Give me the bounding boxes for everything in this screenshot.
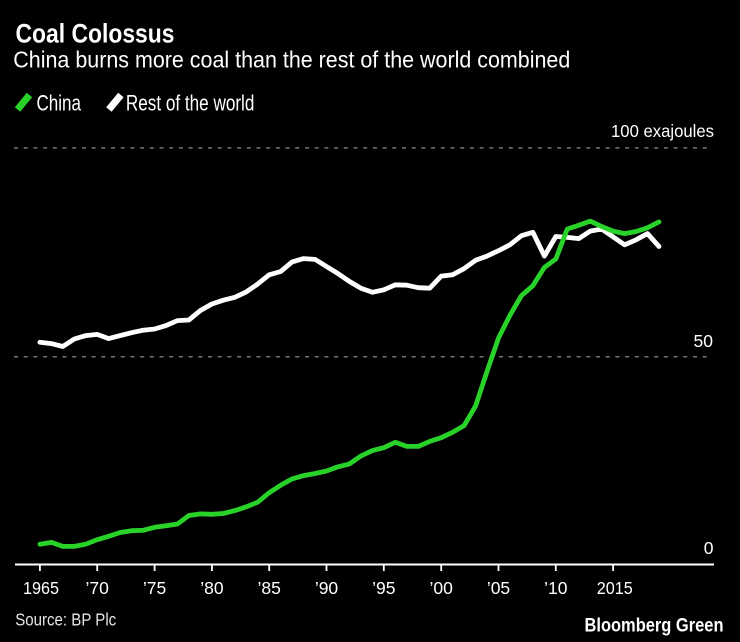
svg-text:’75: ’75 bbox=[143, 578, 166, 598]
svg-text:China burns more coal than the: China burns more coal than the rest of t… bbox=[13, 47, 570, 73]
svg-text:Bloomberg Green: Bloomberg Green bbox=[585, 615, 724, 637]
svg-text:Source: BP Plc: Source: BP Plc bbox=[15, 610, 116, 630]
svg-text:’70: ’70 bbox=[86, 578, 110, 598]
svg-text:Coal Colossus: Coal Colossus bbox=[16, 19, 175, 49]
svg-text:50: 50 bbox=[694, 331, 714, 351]
svg-text:2015: 2015 bbox=[597, 578, 633, 598]
svg-text:’95: ’95 bbox=[372, 578, 395, 598]
svg-text:1965: 1965 bbox=[23, 578, 59, 598]
svg-text:Rest of the world: Rest of the world bbox=[126, 90, 255, 115]
svg-text:China: China bbox=[37, 90, 82, 115]
svg-text:’05: ’05 bbox=[487, 578, 510, 598]
svg-text:’00: ’00 bbox=[430, 578, 454, 598]
svg-text:0: 0 bbox=[704, 538, 714, 558]
svg-text:100 exajoules: 100 exajoules bbox=[611, 121, 714, 141]
svg-text:’90: ’90 bbox=[315, 578, 339, 598]
svg-text:’80: ’80 bbox=[200, 578, 224, 598]
svg-text:’10: ’10 bbox=[544, 578, 568, 598]
svg-text:’85: ’85 bbox=[258, 578, 281, 598]
